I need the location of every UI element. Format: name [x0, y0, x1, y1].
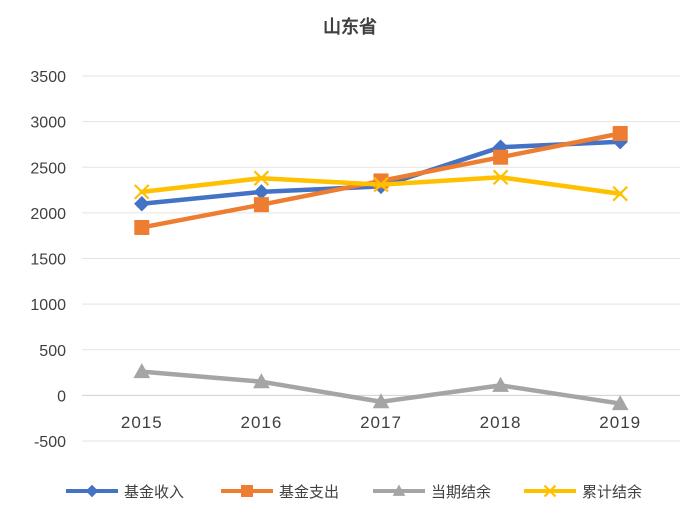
data-point-triangle — [372, 393, 390, 409]
series-triangle — [133, 363, 629, 411]
gridlines — [82, 75, 680, 442]
series-group — [133, 125, 629, 411]
y-tick-label: 2500 — [30, 160, 66, 177]
data-point-diamond — [253, 184, 270, 200]
x-tick-label: 2017 — [360, 413, 402, 432]
chart-title: 山东省 — [323, 16, 377, 38]
data-point-diamond — [85, 484, 99, 498]
data-point-square — [241, 485, 253, 497]
data-point-triangle — [611, 395, 629, 411]
data-point-x — [492, 169, 509, 186]
x-tick-label: 2018 — [480, 413, 522, 432]
y-tick-label: 500 — [39, 343, 66, 360]
data-point-square — [253, 197, 269, 213]
series-x — [134, 169, 628, 202]
series-line — [139, 139, 623, 206]
legend-label: 基金支出 — [279, 483, 339, 501]
legend-item: 基金支出 — [221, 483, 339, 501]
y-tick-label: -500 — [34, 434, 66, 451]
y-axis-ticks: 3500 3000 2500 2000 1500 1000 500 0 -500 — [30, 69, 66, 451]
data-point-triangle — [392, 484, 406, 496]
data-point-x — [134, 184, 150, 200]
legend: 基金收入 基金支出 当期结余 累计结余 — [66, 483, 642, 501]
legend-item: 当期结余 — [373, 483, 491, 501]
y-tick-label: 0 — [57, 388, 66, 405]
y-tick-label: 1500 — [30, 252, 66, 269]
y-tick-label: 3000 — [30, 115, 66, 132]
data-point-diamond — [134, 196, 150, 212]
y-tick-label: 1000 — [30, 297, 66, 314]
x-tick-label: 2016 — [240, 413, 282, 432]
legend-label: 基金收入 — [124, 483, 184, 501]
data-point-triangle — [133, 363, 151, 379]
data-point-x — [373, 176, 389, 193]
legend-label: 当期结余 — [431, 483, 491, 501]
data-point-x — [253, 170, 270, 186]
data-point-x — [612, 185, 628, 202]
x-tick-label: 2015 — [121, 413, 163, 432]
data-point-triangle — [253, 373, 270, 389]
x-axis-ticks: 2015 2016 2017 2018 2019 — [121, 413, 641, 432]
data-point-square — [612, 125, 628, 141]
legend-item: 累计结余 — [524, 483, 642, 501]
legend-item: 基金收入 — [66, 483, 184, 501]
data-point-x — [543, 484, 557, 498]
legend-label: 累计结余 — [582, 483, 642, 501]
y-tick-label: 3500 — [30, 69, 66, 86]
y-tick-label: 2000 — [30, 206, 66, 223]
series-square — [134, 125, 628, 235]
data-point-square — [134, 219, 150, 235]
data-point-triangle — [492, 376, 509, 392]
x-tick-label: 2019 — [599, 413, 641, 432]
data-point-square — [493, 149, 509, 165]
